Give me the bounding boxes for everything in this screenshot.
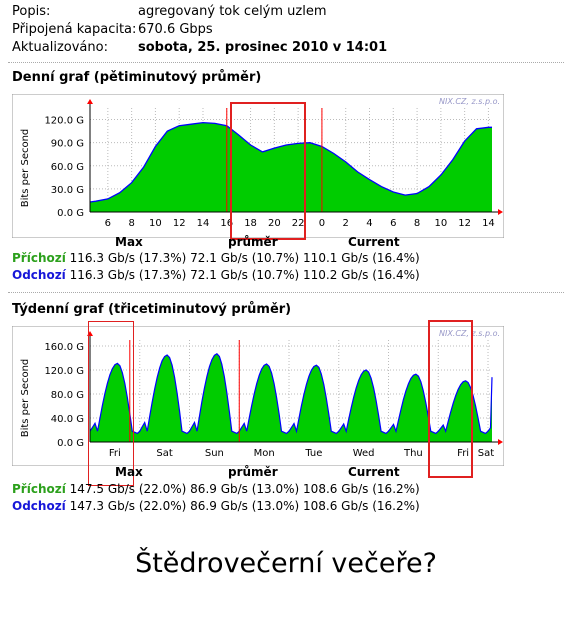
y-tick-label: 30.0 G: [51, 185, 84, 196]
axis-arrow: [498, 439, 503, 445]
capacity-value: 670.6 Gbps: [138, 22, 213, 37]
updated-label: Aktualizováno:: [12, 40, 108, 55]
incoming-avg: 72.1 Gb/s (10.7%): [190, 251, 300, 265]
incoming-max: 147.5 Gb/s (22.0%): [69, 482, 187, 496]
x-tick-labels: 6 8 10 12 14 16 18 20 22 0 2 4 6 8 10 12 14: [105, 218, 495, 229]
x-tick-label: Fri: [109, 448, 121, 459]
x-tick-label: 14: [197, 218, 210, 229]
x-tick-label: 10: [434, 218, 447, 229]
weekly-header-current: Current: [348, 465, 400, 479]
x-tick-label: Thu: [403, 448, 423, 459]
capacity-label: Připojená kapacita:: [12, 22, 137, 37]
weekly-header-max: Max: [115, 465, 143, 479]
x-tick-label: 12: [458, 218, 471, 229]
axis-arrow: [87, 99, 93, 104]
outgoing-max: 116.3 Gb/s (17.3%): [69, 268, 187, 282]
daily-title: Denní graf (pětiminutový průměr): [12, 70, 262, 85]
y-tick-labels: 0.0 G 40.0 G 80.0 G 120.0 G 160.0 G: [44, 342, 84, 449]
x-tick-label: Mon: [254, 448, 275, 459]
incoming-label: Příchozí: [12, 251, 66, 265]
x-tick-label: 6: [105, 218, 111, 229]
daily-header-max: Max: [115, 235, 143, 249]
incoming-area: [90, 122, 492, 212]
x-tick-labels: Fri Sat Sun Mon Tue Wed Thu Fri Sat: [109, 448, 494, 459]
x-tick-label: 12: [173, 218, 186, 229]
incoming-series: [89, 121, 492, 212]
x-tick-label: Sat: [156, 448, 172, 459]
daily-header-avg: průměr: [228, 235, 278, 249]
x-tick-label: Wed: [353, 448, 375, 459]
weekly-chart: 0.0 G 40.0 G 80.0 G 120.0 G 160.0 G Fri Sat Su…: [12, 326, 504, 466]
weekly-header-avg: průměr: [228, 465, 278, 479]
outgoing-line: [89, 121, 492, 203]
incoming-label: Příchozí: [12, 482, 66, 496]
watermark: NIX.CZ, z.s.p.o.: [439, 97, 500, 106]
ticks: [87, 99, 503, 215]
description-label: Popis:: [12, 4, 51, 19]
outgoing-current: 110.2 Gb/s (16.4%): [303, 268, 420, 282]
outgoing-avg: 86.9 Gb/s (13.0%): [190, 499, 300, 513]
x-tick-label: 8: [414, 218, 420, 229]
x-tick-label: 18: [244, 218, 257, 229]
x-tick-label: 20: [268, 218, 281, 229]
x-tick-label: 10: [149, 218, 162, 229]
weekly-title: Týdenní graf (třicetiminutový průměr): [12, 302, 292, 317]
daily-outgoing-row: Odchozí 116.3 Gb/s (17.3%) 72.1 Gb/s (10…: [12, 268, 420, 282]
y-axis-label: Bits per Second: [20, 129, 31, 208]
incoming-avg: 86.9 Gb/s (13.0%): [190, 482, 300, 496]
y-tick-label: 0.0 G: [57, 208, 84, 219]
x-tick-label: Sat: [478, 448, 494, 459]
y-tick-labels: 0.0 G 30.0 G 60.0 G 90.0 G 120.0 G: [44, 116, 84, 219]
x-tick-label: 2: [343, 218, 349, 229]
outgoing-current: 108.6 Gb/s (16.2%): [303, 499, 420, 513]
x-tick-label: 6: [390, 218, 396, 229]
highlight-box: [230, 102, 306, 240]
x-tick-label: 4: [366, 218, 372, 229]
daily-header-current: Current: [348, 235, 400, 249]
y-axis-label: Bits per Second: [20, 359, 31, 438]
incoming-max: 116.3 Gb/s (17.3%): [69, 251, 187, 265]
x-tick-label: 16: [220, 218, 233, 229]
daily-incoming-row: Příchozí 116.3 Gb/s (17.3%) 72.1 Gb/s (1…: [12, 251, 420, 265]
y-tick-label: 40.0 G: [51, 414, 84, 425]
updated-value: sobota, 25. prosinec 2010 v 14:01: [138, 40, 388, 55]
axis-arrow: [498, 209, 503, 215]
highlight-box: [428, 320, 473, 478]
weekly-incoming-row: Příchozí 147.5 Gb/s (22.0%) 86.9 Gb/s (1…: [12, 482, 420, 496]
watermark: NIX.CZ, z.s.p.o.: [439, 329, 500, 338]
description-value: agregovaný tok celým uzlem: [138, 4, 327, 19]
y-tick-label: 0.0 G: [57, 438, 84, 449]
outgoing-line: [89, 353, 493, 435]
outgoing-label: Odchozí: [12, 499, 66, 513]
incoming-current: 108.6 Gb/s (16.2%): [303, 482, 420, 496]
x-tick-label: 8: [128, 218, 134, 229]
daily-chart: 0.0 G 30.0 G 60.0 G 90.0 G 120.0 G 6 8 10 12 14 1…: [12, 94, 504, 238]
y-tick-label: 80.0 G: [51, 390, 84, 401]
y-tick-label: 120.0 G: [44, 366, 84, 377]
y-tick-label: 120.0 G: [44, 116, 84, 127]
separator: [8, 62, 564, 63]
x-tick-label: 0: [319, 218, 325, 229]
outgoing-label: Odchozí: [12, 268, 66, 282]
outgoing-avg: 72.1 Gb/s (10.7%): [190, 268, 300, 282]
x-tick-label: Tue: [304, 448, 322, 459]
y-tick-label: 90.0 G: [51, 139, 84, 150]
separator: [8, 292, 564, 293]
incoming-current: 110.1 Gb/s (16.4%): [303, 251, 420, 265]
y-tick-label: 60.0 G: [51, 162, 84, 173]
caption: Štědrovečerní večeře?: [135, 548, 437, 579]
y-tick-label: 160.0 G: [44, 342, 84, 353]
x-tick-label: Sun: [205, 448, 224, 459]
highlight-box: [88, 321, 134, 486]
x-tick-label: 14: [482, 218, 495, 229]
x-tick-label: Fri: [457, 448, 469, 459]
x-tick-label: 22: [292, 218, 305, 229]
weekly-outgoing-row: Odchozí 147.3 Gb/s (22.0%) 86.9 Gb/s (13…: [12, 499, 420, 513]
outgoing-max: 147.3 Gb/s (22.0%): [69, 499, 187, 513]
ticks: [87, 331, 503, 445]
